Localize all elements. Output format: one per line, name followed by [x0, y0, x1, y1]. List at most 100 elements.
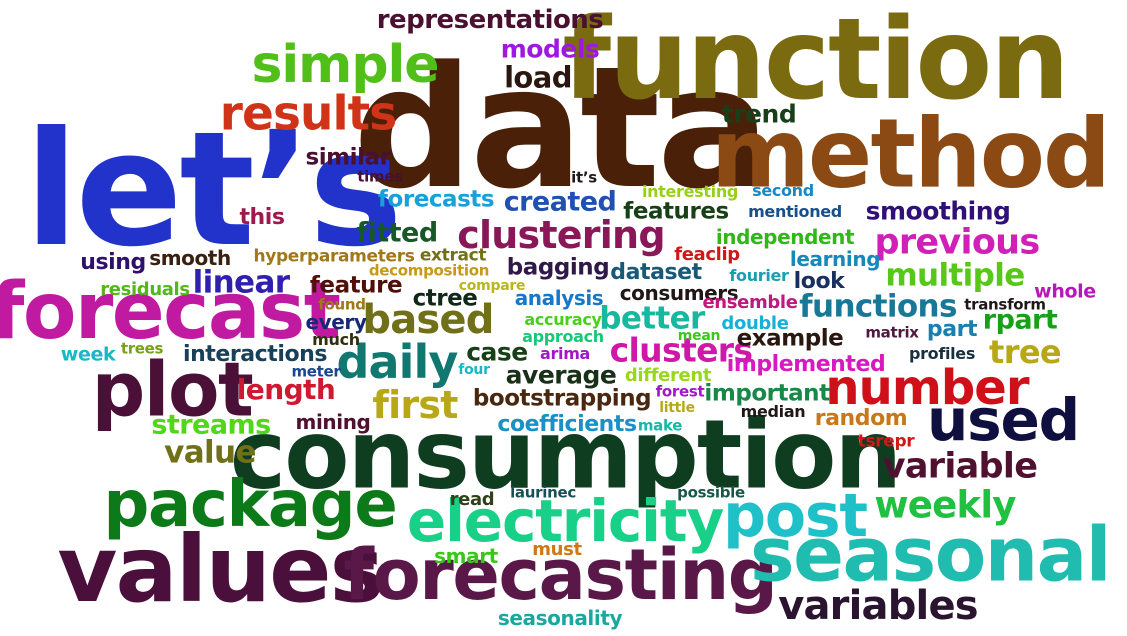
word-make: make — [637, 416, 683, 435]
word-simple: simple — [251, 35, 439, 95]
word-must: must — [532, 539, 582, 560]
word-results: results — [219, 86, 397, 142]
word-mentioned: mentioned — [748, 202, 842, 221]
word-profiles: profiles — [908, 344, 976, 363]
word-smart: smart — [434, 544, 498, 568]
word-tsrepr: tsrepr — [857, 431, 915, 452]
word-compare: compare — [458, 278, 526, 294]
word-similar: similar — [305, 144, 391, 171]
word-electricity: electricity — [406, 487, 724, 555]
word-four: four — [458, 362, 490, 378]
word-much: much — [312, 330, 360, 349]
word-forecast: forecast — [0, 267, 341, 357]
word-extract: extract — [419, 245, 487, 266]
word-plot: plot — [91, 345, 254, 434]
word-rpart: rpart — [982, 304, 1058, 336]
word-every: every — [305, 310, 367, 334]
word-trees: trees — [120, 339, 164, 358]
word-values: values — [57, 516, 384, 623]
word-double: double — [721, 313, 789, 334]
word-average: average — [505, 360, 617, 390]
word-weekly: weekly — [874, 483, 1016, 527]
word-created: created — [503, 186, 617, 218]
word-important: important — [704, 380, 830, 407]
word-data: data — [353, 30, 770, 226]
word-independent: independent — [715, 225, 855, 249]
word-dataset: dataset — [610, 260, 702, 285]
word-feature: feature — [309, 272, 403, 299]
word-value: value — [164, 434, 256, 471]
word-models: models — [500, 34, 600, 64]
word-based: based — [362, 297, 494, 343]
word-coefficients: coefficients — [497, 412, 637, 437]
word-bagging: bagging — [506, 254, 610, 281]
word-matrix: matrix — [865, 323, 919, 342]
word-learning: learning — [789, 247, 881, 271]
word-forecasts: forecasts — [377, 186, 495, 213]
word-possible: possible — [677, 483, 745, 502]
word-feaclip: feaclip — [674, 244, 740, 265]
word-decomposition: decomposition — [368, 261, 490, 280]
word-bootstrapping: bootstrapping — [472, 385, 652, 412]
word-length: length — [236, 373, 336, 406]
word-function: function — [562, 0, 1070, 125]
word-random: random — [814, 406, 908, 431]
word-hyperparameters: hyperparameters — [253, 246, 415, 267]
word-clusters: clusters — [609, 330, 753, 370]
word-multiple: multiple — [885, 257, 1025, 294]
word-analysis: analysis — [514, 286, 604, 310]
word-implemented: implemented — [726, 352, 886, 377]
word-found: found — [318, 295, 366, 314]
word-tree: tree — [989, 333, 1062, 371]
word-different: different — [624, 365, 712, 386]
word-load: load — [504, 60, 572, 95]
word-previous: previous — [874, 222, 1040, 263]
word-seasonality: seasonality — [497, 606, 623, 630]
word-whole: whole — [1034, 280, 1096, 303]
word-laurinec: laurinec — [510, 483, 576, 502]
word-forest: forest — [655, 382, 705, 401]
word-example: example — [736, 325, 844, 352]
word-accuracy: accuracy — [524, 310, 602, 329]
word-meter: meter — [291, 362, 341, 381]
word-read: read — [449, 489, 495, 510]
word-first: first — [372, 383, 458, 427]
word-interactions: interactions — [182, 342, 328, 367]
word-part: part — [926, 317, 978, 342]
word-fourier: fourier — [729, 266, 789, 285]
word-streams: streams — [151, 409, 271, 441]
word-times: times — [357, 167, 403, 186]
word-daily: daily — [336, 335, 459, 389]
word-transform: transform — [964, 295, 1046, 314]
word-smoothing: smoothing — [865, 196, 1011, 226]
word-consumers: consumers — [619, 281, 739, 305]
word-mining: mining — [295, 410, 371, 434]
word-seasonal: seasonal — [750, 510, 1112, 599]
word-look: look — [793, 269, 845, 294]
word-ctree: ctree — [412, 285, 478, 312]
word-method: method — [710, 99, 1111, 210]
word-variable: variable — [882, 446, 1038, 487]
word-case: case — [466, 337, 528, 367]
word-mean: mean — [677, 328, 721, 344]
word-post: post — [723, 481, 868, 551]
word-fitted: fitted — [356, 217, 438, 249]
word-better: better — [599, 300, 705, 337]
word-approach: approach — [522, 327, 604, 346]
word-little: little — [659, 400, 695, 416]
word-package: package — [103, 468, 398, 542]
word-median: median — [740, 402, 806, 421]
word-week: week — [60, 343, 116, 366]
word-using: using — [80, 250, 146, 275]
word-used: used — [926, 386, 1080, 454]
word-smooth: smooth — [149, 246, 231, 270]
word-second: second — [752, 181, 814, 200]
word-functions: functions — [799, 288, 957, 325]
word-lets: let’s — [24, 98, 402, 282]
word-consumption: consumption — [229, 400, 902, 511]
word-features: features — [623, 198, 729, 225]
word-linear: linear — [192, 264, 290, 301]
word-arima: arima — [539, 344, 591, 363]
word-representations: representations — [376, 5, 604, 35]
